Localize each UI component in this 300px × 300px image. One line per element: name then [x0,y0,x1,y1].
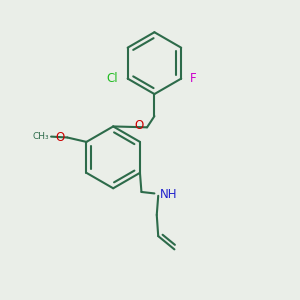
Text: F: F [189,72,196,85]
Text: CH₃: CH₃ [33,132,50,141]
Text: NH: NH [160,188,177,201]
Text: O: O [134,119,143,132]
Text: O: O [56,131,65,144]
Text: Cl: Cl [106,72,118,85]
